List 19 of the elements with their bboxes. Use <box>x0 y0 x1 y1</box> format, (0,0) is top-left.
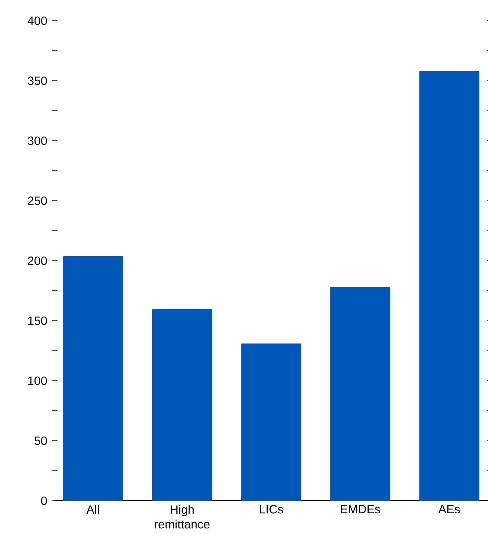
y-tick-label: 150 <box>28 316 48 326</box>
y-tick-label: 100 <box>28 376 48 386</box>
x-tick-label: EMDEs <box>341 505 380 514</box>
bar <box>330 287 391 501</box>
x-tick-label: AEs <box>438 505 460 514</box>
bar <box>152 308 212 501</box>
y-tick-label: 200 <box>28 256 48 266</box>
x-tick-label: All <box>86 505 100 514</box>
y-tick-label: 50 <box>34 436 48 446</box>
bar <box>63 256 124 501</box>
bar <box>420 71 480 501</box>
x-tick-label: High remittance <box>155 505 210 529</box>
x-tick-label: LICs <box>260 505 284 514</box>
y-tick-label: 400 <box>28 16 48 26</box>
y-tick-label: 0 <box>41 496 48 506</box>
bar <box>241 344 302 501</box>
y-tick-label: 250 <box>28 196 48 206</box>
y-tick-label: 300 <box>28 136 48 146</box>
y-tick-label: 350 <box>28 76 48 86</box>
